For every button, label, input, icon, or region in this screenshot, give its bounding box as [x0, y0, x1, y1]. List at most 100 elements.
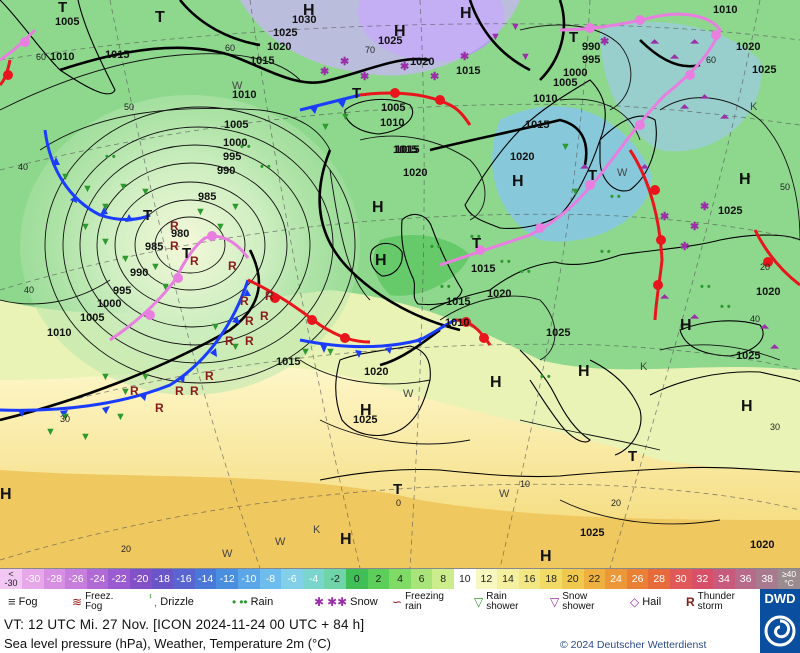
legend-snow-shower-label: Snow shower: [562, 590, 595, 612]
snow-heavy-icon: ✱✱: [327, 594, 348, 609]
air-mass-label: K: [750, 101, 758, 113]
svg-text:⏶: ⏶: [690, 36, 700, 48]
high-center-label: H: [460, 5, 472, 22]
air-mass-label: K: [313, 524, 321, 536]
high-center-label: H: [540, 548, 552, 565]
svg-text:R: R: [245, 314, 254, 328]
svg-text:⏶: ⏶: [770, 341, 780, 353]
scale-cell: -4: [302, 569, 325, 590]
scale-cell: 14: [497, 569, 519, 590]
iberia-coast: [335, 345, 431, 436]
cold-front-main: [0, 279, 250, 412]
isobar-label: 1015: [456, 65, 480, 77]
scale-cell: -28: [43, 569, 66, 590]
isobar-label: 1025: [546, 327, 570, 339]
isobar-label: 1025: [378, 35, 402, 47]
svg-text:▼: ▼: [45, 426, 56, 438]
fog-icon: ≡: [8, 593, 16, 609]
legend-snow-label: Snow: [350, 595, 378, 608]
valid-time: VT: 12 UTC Mi. 27 Nov. [ICON 2024-11-24 …: [4, 617, 365, 632]
low-center-label: T: [182, 245, 191, 262]
isobar-label: 1015: [471, 263, 495, 275]
scale-high-value: ≥40: [781, 569, 797, 579]
snow-shower-icon: ▽: [550, 594, 560, 609]
svg-text:R: R: [225, 334, 234, 348]
low-center-label: T: [588, 167, 597, 184]
air-mass-label: W: [403, 388, 414, 400]
isobar-label: 1020: [410, 56, 434, 68]
isobar-label: 1010: [380, 117, 404, 129]
scale-cell: 20: [562, 569, 584, 590]
legend-rain-shower: ▽ Rain shower: [474, 589, 518, 614]
svg-text:R: R: [170, 219, 179, 233]
isobar-label: 1020: [487, 288, 511, 300]
isobar-label: 995: [582, 54, 600, 66]
scale-cell: 30: [670, 569, 692, 590]
scale-cell: 4: [389, 569, 411, 590]
scale-cell: -12: [216, 569, 238, 590]
isobar-label: 1020: [403, 167, 427, 179]
svg-text:▼: ▼: [100, 201, 111, 213]
rain-heavy-icon: ••: [239, 594, 248, 609]
scale-cell: -20: [130, 569, 152, 590]
isobar-label: 1015: [525, 119, 549, 131]
isobar-label: 1020: [364, 366, 388, 378]
isobar-label: 1005: [80, 312, 104, 324]
legend-freezing-rain: ∽ Freezing rain: [392, 589, 444, 614]
legend-snow: ✱ ✱✱ Snow: [314, 589, 378, 614]
isobar-label: 1030: [292, 14, 316, 26]
scale-cell: 36: [734, 569, 757, 590]
high-center-label: H: [340, 531, 352, 548]
grid-label: 20: [121, 544, 131, 554]
temperature-scale: < -30 -30 -28 -26 -24 -22 -20 -18 -16 -14 -12 -10-…: [0, 568, 800, 591]
svg-text:• •: • •: [600, 246, 611, 258]
fronts: [0, 12, 800, 412]
low-center-label: T: [569, 29, 578, 46]
svg-text:⏶: ⏶: [640, 161, 650, 173]
scale-cell: 16: [518, 569, 541, 590]
front-markers: [3, 15, 773, 418]
grid-label: 40: [24, 285, 34, 295]
air-mass-markers: W W W W W W K K K: [222, 80, 758, 560]
isobar-label: 995: [113, 285, 131, 297]
svg-text:✱: ✱: [690, 221, 699, 233]
svg-text:▼: ▼: [115, 411, 126, 423]
isobar-label: 1015: [276, 356, 300, 368]
isobar-label: 1010: [533, 93, 557, 105]
high-center-label: H: [394, 23, 406, 40]
dwd-logo: DWD: [760, 589, 800, 653]
svg-text:▼: ▼: [60, 411, 71, 423]
scale-cell: 6: [410, 569, 433, 590]
scale-cell: 38: [756, 569, 778, 590]
rain-icon: •: [232, 594, 237, 609]
svg-text:⏶: ⏶: [670, 51, 680, 63]
scale-cell: 10: [454, 569, 476, 590]
scale-cell: 0: [346, 569, 368, 590]
isobar-label: 1005: [55, 16, 79, 28]
svg-text:▼: ▼: [230, 341, 241, 353]
scale-unit: °C: [784, 578, 794, 588]
svg-text:✱: ✱: [660, 211, 669, 223]
svg-text:▼: ▼: [490, 31, 501, 43]
isobar-label: 1025: [353, 414, 377, 426]
grid-label: 60: [36, 52, 46, 62]
svg-text:R: R: [175, 384, 184, 398]
svg-text:• •: • •: [720, 301, 731, 313]
isobar-label: 1025: [273, 27, 297, 39]
svg-text:▼: ▼: [140, 371, 151, 383]
ireland-coast: [369, 242, 403, 277]
high-center-label: H: [0, 486, 12, 503]
hail-icon: ◇: [630, 594, 640, 609]
svg-text:▼: ▼: [340, 111, 351, 123]
svg-text:R: R: [260, 309, 269, 323]
isobar-label-layer: 1005 1015 1010 1030 1025 1020 1015 1025 …: [47, 4, 780, 551]
scale-low-value: -30: [4, 578, 18, 588]
svg-text:• •: • •: [520, 266, 531, 278]
scale-cell: 2: [367, 569, 390, 590]
isobar-label: 1015: [393, 144, 417, 156]
turkey-coast: [649, 371, 800, 396]
svg-text:✱: ✱: [460, 51, 469, 63]
scale-cell: 18: [540, 569, 562, 590]
air-mass-label: W: [222, 548, 233, 560]
warm-front-north: [359, 91, 472, 126]
